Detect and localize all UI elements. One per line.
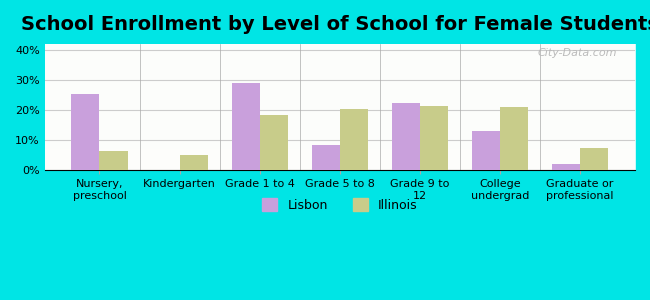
Bar (552, 164, 580, 170)
Title: School Enrollment by Level of School for Female Students: School Enrollment by Level of School for… (21, 15, 650, 34)
Bar (340, 109, 368, 170)
Bar (500, 107, 528, 170)
Bar (179, 155, 207, 170)
Text: City-Data.com: City-Data.com (538, 48, 618, 58)
Bar (472, 131, 500, 170)
Bar (392, 103, 420, 170)
Bar (312, 145, 340, 170)
Bar (72, 94, 99, 170)
Bar (580, 148, 608, 170)
Bar (231, 83, 260, 170)
Legend: Lisbon, Illinois: Lisbon, Illinois (257, 194, 422, 217)
Bar (99, 151, 127, 170)
Bar (260, 115, 288, 170)
Bar (420, 106, 448, 170)
